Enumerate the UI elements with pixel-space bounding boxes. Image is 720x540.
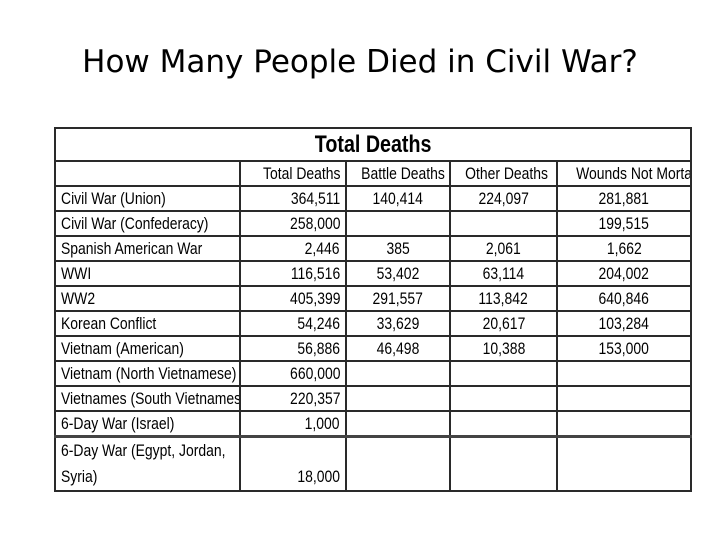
battle-deaths-cell: 33,629 bbox=[345, 310, 451, 337]
total-deaths-cell: 364,511 bbox=[239, 185, 347, 212]
other-deaths-cell: 2,061 bbox=[449, 235, 558, 262]
wounds-cell: 153,000 bbox=[555, 335, 693, 362]
row-label: Civil War (Confederacy) bbox=[54, 210, 241, 237]
row-label: Spanish American War bbox=[54, 235, 241, 262]
total-deaths-cell: 116,516 bbox=[239, 260, 347, 287]
table-row: Vietnam (American) 56,886 46,498 10,388 … bbox=[54, 335, 693, 362]
row-label: Civil War (Union) bbox=[54, 185, 241, 212]
row-label: WWI bbox=[54, 260, 241, 287]
header-other-deaths: Other Deaths bbox=[449, 160, 558, 187]
table-row: 6-Day War (Israel) 1,000 bbox=[54, 410, 693, 438]
battle-deaths-cell bbox=[345, 385, 451, 412]
wounds-cell: 199,515 bbox=[555, 210, 693, 237]
wounds-cell bbox=[555, 360, 693, 387]
wounds-cell: 1,662 bbox=[555, 235, 693, 262]
total-deaths-cell: 405,399 bbox=[239, 285, 347, 312]
table-row: Civil War (Union) 364,511 140,414 224,09… bbox=[54, 185, 693, 212]
total-deaths-cell: 258,000 bbox=[239, 210, 347, 237]
row-label: Korean Conflict bbox=[54, 310, 241, 337]
wounds-cell: 103,284 bbox=[555, 310, 693, 337]
wounds-cell: 640,846 bbox=[555, 285, 693, 312]
battle-deaths-cell bbox=[345, 410, 451, 438]
wounds-cell: 281,881 bbox=[555, 185, 693, 212]
other-deaths-cell bbox=[449, 410, 558, 438]
table-row: Vietnam (North Vietnamese) 660,000 bbox=[54, 360, 693, 387]
table-row: WW2 405,399 291,557 113,842 640,846 bbox=[54, 285, 693, 312]
table-row: WWI 116,516 53,402 63,114 204,002 bbox=[54, 260, 693, 287]
battle-deaths-cell: 385 bbox=[345, 235, 451, 262]
battle-deaths-cell bbox=[345, 210, 451, 237]
other-deaths-cell: 113,842 bbox=[449, 285, 558, 312]
total-deaths-cell: 18,000 bbox=[239, 435, 347, 492]
table-row: Korean Conflict 54,246 33,629 20,617 103… bbox=[54, 310, 693, 337]
other-deaths-cell bbox=[449, 435, 558, 492]
battle-deaths-cell bbox=[345, 360, 451, 387]
total-deaths-cell: 220,357 bbox=[239, 385, 347, 412]
row-label: WW2 bbox=[54, 285, 241, 312]
table-row: Vietnames (South Vietnamese) 220,357 bbox=[54, 385, 693, 412]
table-row: 6-Day War (Egypt, Jordan, Syria) 18,000 bbox=[54, 435, 693, 492]
other-deaths-cell: 63,114 bbox=[449, 260, 558, 287]
battle-deaths-cell bbox=[345, 435, 451, 492]
header-label bbox=[54, 160, 241, 187]
total-deaths-cell: 1,000 bbox=[239, 410, 347, 438]
wounds-cell: 204,002 bbox=[555, 260, 693, 287]
total-deaths-cell: 56,886 bbox=[239, 335, 347, 362]
other-deaths-cell: 20,617 bbox=[449, 310, 558, 337]
other-deaths-cell bbox=[449, 385, 558, 412]
total-deaths-table: Total Deaths Total Deaths Battle Deaths … bbox=[53, 127, 693, 511]
battle-deaths-cell: 140,414 bbox=[345, 185, 451, 212]
header-total-deaths: Total Deaths bbox=[239, 160, 347, 187]
other-deaths-cell: 224,097 bbox=[449, 185, 558, 212]
header-battle-deaths: Battle Deaths bbox=[345, 160, 451, 187]
total-deaths-cell: 54,246 bbox=[239, 310, 347, 337]
deaths-table: Total Deaths Total Deaths Battle Deaths … bbox=[53, 127, 693, 492]
row-label: Vietnames (South Vietnamese) bbox=[54, 385, 241, 412]
battle-deaths-cell: 291,557 bbox=[345, 285, 451, 312]
table-title: Total Deaths bbox=[53, 127, 693, 162]
row-label: 6-Day War (Israel) bbox=[54, 410, 241, 438]
wounds-cell bbox=[555, 435, 693, 492]
table-row: Spanish American War 2,446 385 2,061 1,6… bbox=[54, 235, 693, 262]
other-deaths-cell bbox=[449, 360, 558, 387]
header-wounds-not-mortal: Wounds Not Mortal bbox=[555, 160, 693, 187]
battle-deaths-cell: 46,498 bbox=[345, 335, 451, 362]
row-label: 6-Day War (Egypt, Jordan, Syria) bbox=[54, 435, 241, 492]
row-label: Vietnam (North Vietnamese) bbox=[54, 360, 241, 387]
other-deaths-cell: 10,388 bbox=[449, 335, 558, 362]
table-title-row: Total Deaths bbox=[53, 127, 693, 162]
wounds-cell bbox=[555, 410, 693, 438]
battle-deaths-cell: 53,402 bbox=[345, 260, 451, 287]
wounds-cell bbox=[555, 385, 693, 412]
table-row: Civil War (Confederacy) 258,000 199,515 bbox=[54, 210, 693, 237]
row-label: Vietnam (American) bbox=[54, 335, 241, 362]
table-header-row: Total Deaths Battle Deaths Other Deaths … bbox=[54, 160, 693, 187]
total-deaths-cell: 2,446 bbox=[239, 235, 347, 262]
other-deaths-cell bbox=[449, 210, 558, 237]
slide-title: How Many People Died in Civil War? bbox=[82, 44, 638, 80]
total-deaths-cell: 660,000 bbox=[239, 360, 347, 387]
